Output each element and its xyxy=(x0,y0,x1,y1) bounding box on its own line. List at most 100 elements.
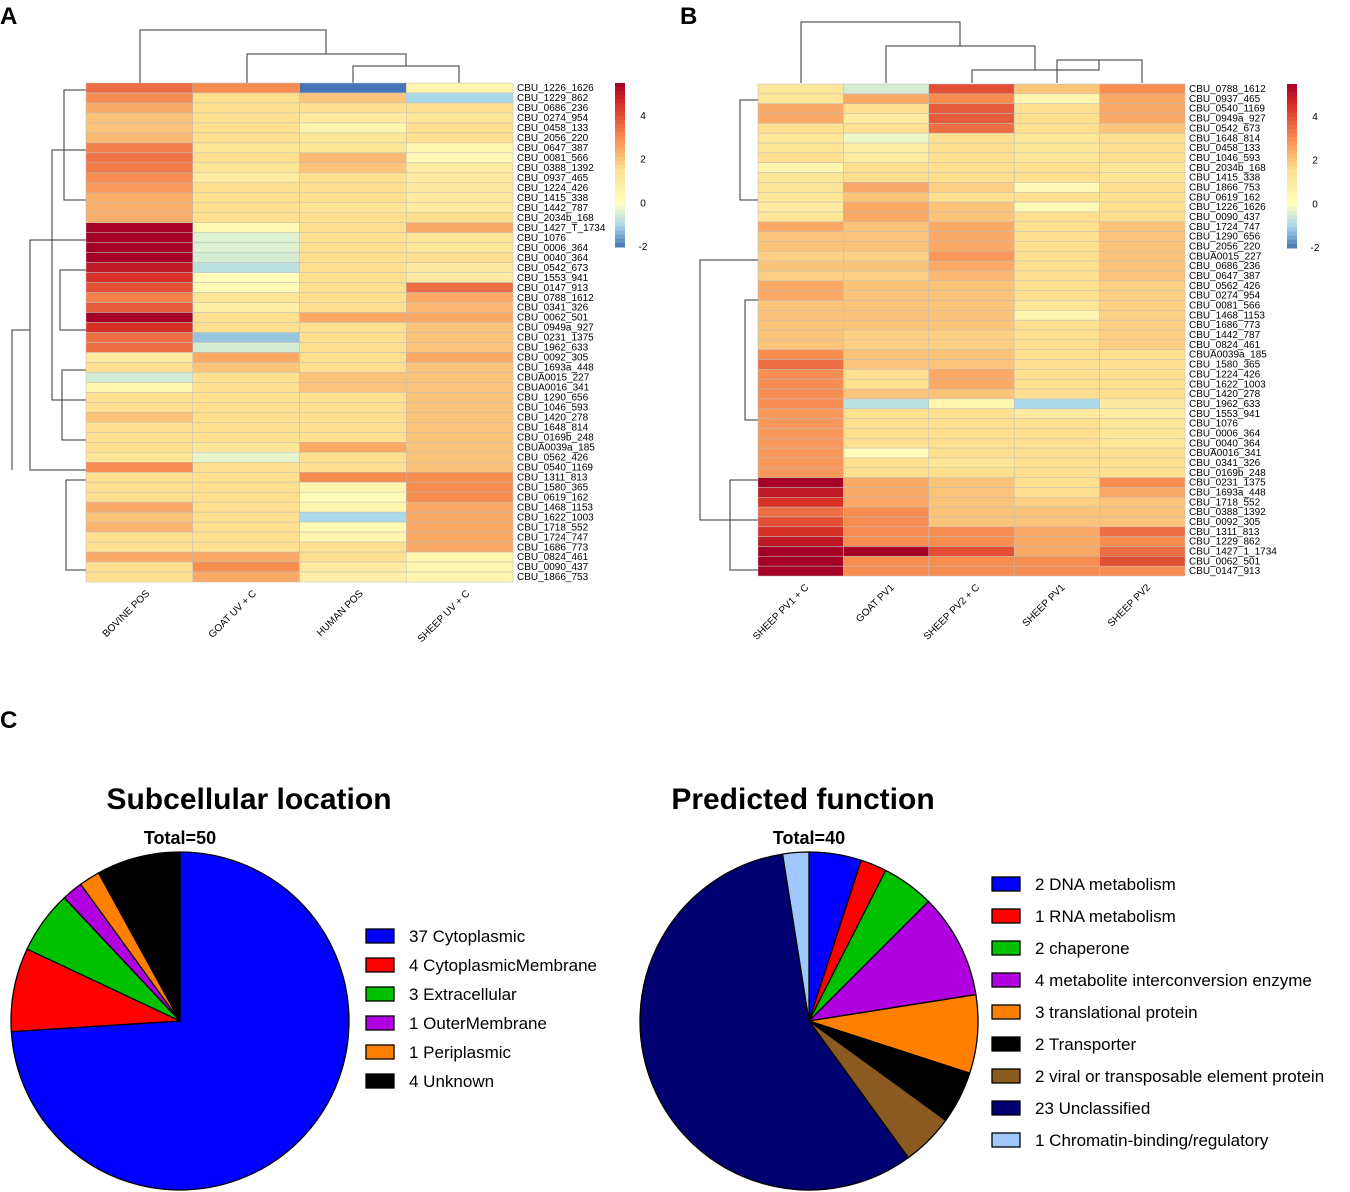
heatmap-column-label: HUMAN POS xyxy=(315,588,366,639)
heatmap-cell xyxy=(85,372,193,383)
heatmap-cell xyxy=(299,282,407,293)
heatmap-cell xyxy=(85,292,193,303)
heatmap-cell xyxy=(192,162,300,174)
colorbar-step xyxy=(615,111,625,117)
heatmap-cell xyxy=(757,162,844,173)
heatmap-cell xyxy=(843,280,930,291)
legend-swatch xyxy=(365,957,395,973)
heatmap-cell xyxy=(928,329,1015,341)
heatmap-cell xyxy=(1099,565,1186,577)
heatmap-cell xyxy=(406,571,514,583)
heatmap-cell xyxy=(757,359,844,370)
heatmap-cell xyxy=(192,272,300,283)
heatmap-cell xyxy=(757,260,844,272)
legend-label: 2 DNA metabolism xyxy=(1035,875,1176,894)
legend-label: 2 chaperone xyxy=(1035,939,1130,958)
heatmap-row-label: CBUA0015_227 xyxy=(517,373,590,384)
heatmap-b-column-labels: SHEEP PV1 + C GOAT PV1 SHEEP PV2 + C SHEEP … xyxy=(751,582,1153,642)
colorbar-step xyxy=(615,165,625,170)
heatmap-cell xyxy=(843,556,930,567)
heatmap-row-label: CBU_2056_220 xyxy=(517,133,589,144)
heatmap-column-label: SHEEP PV1 + C xyxy=(751,582,811,642)
heatmap-row-label: CBU_1580_365 xyxy=(517,482,589,493)
colorbar-tick-label: 2 xyxy=(1312,156,1318,167)
heatmap-cell xyxy=(192,452,300,463)
colorbar-step xyxy=(1287,166,1297,171)
heatmap-cell xyxy=(85,491,193,503)
heatmap-cell xyxy=(1013,201,1100,213)
heatmap-cell xyxy=(192,521,300,533)
heatmap-cell xyxy=(1099,428,1186,439)
heatmap-a-row-dendrogram xyxy=(11,89,86,571)
heatmap-cell xyxy=(299,511,407,523)
panel-label-a: A xyxy=(0,3,17,30)
heatmap-cell xyxy=(192,242,300,253)
heatmap-column-label: SHEEP PV2 xyxy=(1106,582,1153,629)
colorbar-step xyxy=(1287,108,1297,114)
colorbar-step xyxy=(615,91,625,96)
heatmap-cell xyxy=(843,231,930,242)
heatmap-row-label: CBU_0169b_248 xyxy=(517,432,594,443)
legend-swatch xyxy=(365,1044,395,1060)
heatmap-cell xyxy=(1013,329,1100,341)
heatmap-cell xyxy=(757,556,844,567)
heatmap-cell xyxy=(85,481,193,493)
heatmap-cell xyxy=(757,241,844,252)
heatmap-cell xyxy=(85,352,193,363)
heatmap-cell xyxy=(757,506,844,518)
heatmap-a-cells xyxy=(85,82,514,583)
heatmap-a-column-dendrogram xyxy=(139,29,460,83)
heatmap-row-label: CBU_1046_593 xyxy=(517,403,589,414)
heatmap-cell xyxy=(85,531,193,543)
colorbar-step xyxy=(1287,178,1297,183)
heatmap-cell xyxy=(843,359,930,370)
colorbar-step xyxy=(615,218,625,223)
heatmap-cell xyxy=(85,342,193,353)
heatmap-cell xyxy=(843,162,930,173)
heatmap-cell xyxy=(1099,162,1186,173)
colorbar-step xyxy=(615,119,625,125)
heatmap-cell xyxy=(85,521,193,533)
heatmap-row-label: CBU_1693a_448 xyxy=(517,363,594,374)
heatmap-cell xyxy=(757,339,844,350)
heatmap-cell xyxy=(299,402,407,413)
heatmap-cell xyxy=(299,452,407,463)
colorbar-step xyxy=(615,115,625,121)
heatmap-row-label: CBU_1427_1_1734 xyxy=(1189,547,1277,558)
heatmap-cell xyxy=(928,231,1015,242)
heatmap-cell xyxy=(1013,211,1100,223)
heatmap-cell xyxy=(757,270,844,282)
heatmap-cell xyxy=(1099,457,1186,469)
heatmap-cell xyxy=(1013,191,1100,203)
heatmap-cell xyxy=(406,172,514,184)
heatmap-cell xyxy=(1013,546,1100,557)
heatmap-cell xyxy=(299,82,407,94)
heatmap-b-column-dendrogram xyxy=(800,21,1143,83)
legend-label: 2 viral or transposable element protein xyxy=(1035,1067,1324,1086)
panel-label-c: C xyxy=(0,707,17,734)
heatmap-cell xyxy=(757,221,844,232)
heatmap-column-label: GOAT PV1 xyxy=(854,582,897,625)
heatmap-cell xyxy=(192,332,300,343)
heatmap-cell xyxy=(85,322,193,333)
heatmap-cell xyxy=(928,497,1015,508)
heatmap-cell xyxy=(757,428,844,439)
heatmap-cell xyxy=(928,191,1015,203)
heatmap-row-label: CBU_1866_753 xyxy=(1189,182,1261,193)
pie-subcellular-location: Subcellular location Total=50 37 Cytopla… xyxy=(10,783,597,1191)
heatmap-row-label: CBU_1718_552 xyxy=(1189,497,1261,508)
heatmap-cell xyxy=(406,152,514,164)
legend-label: 37 Cytoplasmic xyxy=(409,927,526,946)
heatmap-cell xyxy=(1099,211,1186,223)
heatmap-cell xyxy=(928,211,1015,223)
colorbar-step xyxy=(1287,100,1297,105)
heatmap-cell xyxy=(192,152,300,164)
heatmap-row-label: CBU_1226_1626 xyxy=(517,83,594,94)
heatmap-row-label: CBU_0147_913 xyxy=(517,283,589,294)
heatmap-cell xyxy=(406,382,514,393)
heatmap-cell xyxy=(928,300,1015,311)
heatmap-b-colorbar: -2 0 2 4 xyxy=(1287,84,1320,254)
colorbar-step xyxy=(1287,190,1297,196)
heatmap-cell xyxy=(757,251,844,262)
heatmap-cell xyxy=(843,487,930,498)
